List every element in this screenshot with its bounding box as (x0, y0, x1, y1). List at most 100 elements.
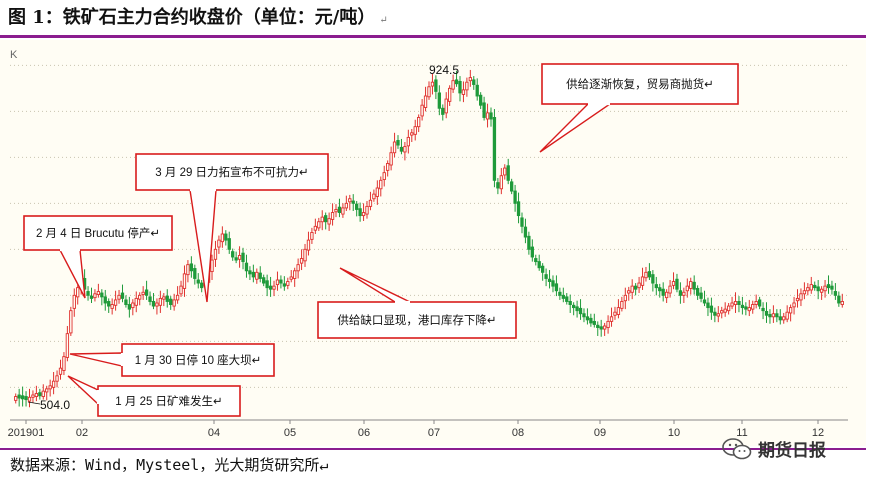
callout-text: 3 月 29 日力拓宣布不可抗力↵ (155, 165, 308, 179)
candle-body (630, 285, 634, 293)
candle-body (368, 199, 373, 207)
candle-body (785, 311, 789, 320)
candle-body (255, 271, 259, 280)
candle-body (454, 79, 459, 85)
candle-body (38, 392, 42, 397)
candle-body (175, 294, 180, 301)
candle-body (251, 271, 256, 278)
candle-body (709, 305, 714, 313)
candle-body (540, 265, 545, 273)
candlestick-chart: 924.5 504.0 供给逐渐恢复，贸易商抛货↵ 3 月 29 日力拓宣布不可抗力↵… (0, 40, 866, 446)
candle-body (351, 200, 355, 204)
candle-body (392, 141, 397, 154)
callout-box (135, 153, 329, 191)
candle-body (578, 307, 583, 315)
candle-body (20, 395, 25, 400)
candle-body (268, 285, 273, 290)
candle-body (413, 126, 417, 135)
candle-body (420, 104, 424, 117)
candle-body (761, 307, 765, 312)
candle-body (31, 394, 35, 398)
candle-body (816, 286, 820, 292)
candle-body (682, 291, 686, 296)
data-label-trough: 504.0 (40, 398, 70, 412)
x-tick-label: 04 (208, 427, 220, 439)
candle-body (248, 270, 252, 275)
candle-body (120, 292, 125, 299)
page-title: 图 1：铁矿石主力合约收盘价（单位：元/吨） ↵ (8, 4, 388, 32)
candle-body (637, 282, 641, 289)
candle-body (651, 274, 655, 284)
candle-body (627, 290, 631, 294)
candle-body (792, 302, 796, 308)
candle-body (547, 278, 552, 282)
candle-body (299, 258, 304, 264)
candle-body (14, 396, 18, 401)
x-tick-label: 05 (284, 427, 296, 439)
x-tick-label: 07 (428, 427, 440, 439)
candle-body (241, 252, 245, 263)
candle-body (310, 232, 314, 240)
callout-box (97, 385, 241, 417)
candle-body (141, 291, 145, 296)
candle-body (372, 193, 376, 200)
candle-body (224, 233, 228, 241)
candle-body (386, 163, 390, 171)
candle-body (158, 297, 163, 306)
candle-body (296, 264, 300, 272)
candle-body (427, 86, 431, 98)
candle-body (754, 301, 758, 305)
candle-body (713, 311, 717, 316)
candle-body (668, 285, 672, 294)
candle-body (654, 284, 658, 289)
candle-body (337, 206, 342, 213)
candle-body (740, 304, 745, 309)
callout-box (23, 215, 173, 251)
candle-body (220, 233, 225, 243)
candle-body (582, 313, 586, 318)
candle-body (293, 270, 297, 279)
candle-body (544, 274, 548, 279)
candle-body (324, 215, 328, 223)
candle-body (520, 217, 524, 227)
candle-body (733, 301, 738, 305)
candle-body (110, 304, 114, 309)
candle-body (155, 302, 159, 307)
candle-body (231, 251, 235, 258)
candle-body (313, 225, 318, 231)
candle-body (227, 238, 231, 250)
title-divider (0, 35, 866, 38)
candle-body (592, 320, 596, 325)
candle-body (100, 292, 104, 298)
candle-body (258, 272, 262, 279)
candle-body (516, 201, 521, 217)
candle-body (702, 299, 707, 304)
candle-body (768, 314, 772, 318)
candle-body (530, 246, 534, 258)
candle-body (737, 301, 741, 305)
candle-body (664, 291, 669, 299)
candle-body (616, 307, 621, 315)
candle-body (575, 306, 579, 312)
candle-body (823, 285, 827, 292)
candle-body (72, 294, 76, 309)
candle-body (213, 248, 218, 260)
candle-body (633, 285, 638, 290)
candle-body (778, 316, 782, 321)
candle-body (179, 285, 183, 295)
candle-body (327, 218, 331, 225)
candle-body (809, 284, 813, 291)
candle-body (658, 287, 662, 292)
candle-body (506, 165, 510, 181)
candle-body (399, 146, 404, 152)
candle-body (720, 310, 724, 314)
candle-body (589, 317, 593, 324)
candle-body (757, 299, 762, 307)
candle-body (286, 281, 290, 286)
candle-body (193, 268, 197, 279)
candle-body (764, 310, 769, 316)
candle-body (571, 304, 576, 309)
x-axis: 201901 02 04 05 06 07 08 09 10 11 12 (8, 419, 848, 439)
candle-body (568, 301, 572, 305)
candle-body (451, 80, 455, 90)
